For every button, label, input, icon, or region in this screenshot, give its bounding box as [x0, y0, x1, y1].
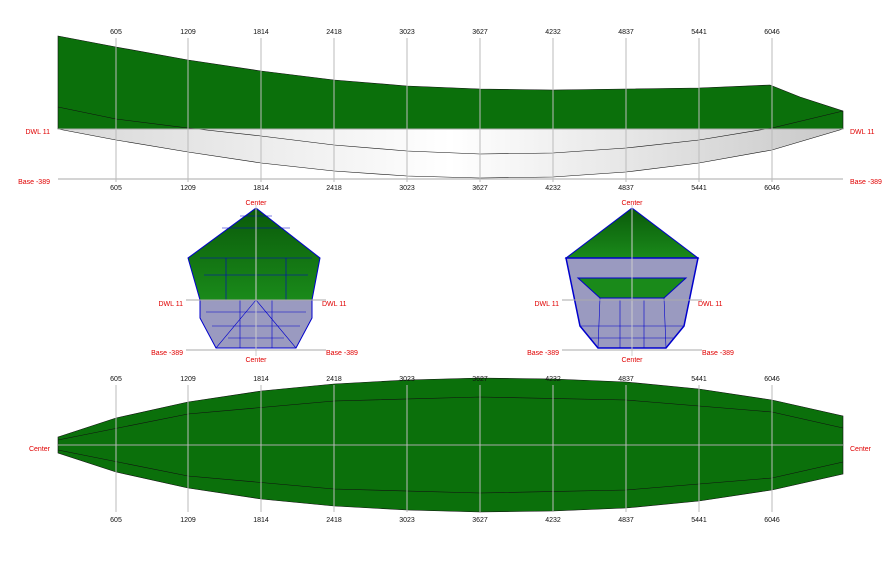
- base-label: Base -389: [326, 350, 358, 357]
- station-label: 1814: [253, 185, 269, 192]
- section-left: [186, 205, 326, 356]
- dwl-label: DWL 11: [850, 129, 875, 136]
- station-label: 2418: [326, 376, 342, 383]
- station-label: 3023: [399, 376, 415, 383]
- station-label: 3023: [399, 185, 415, 192]
- station-label: 605: [110, 29, 122, 36]
- center-label: Center: [850, 446, 872, 453]
- station-label: 4232: [545, 376, 561, 383]
- station-label: 4837: [618, 29, 634, 36]
- station-label: 2418: [326, 517, 342, 524]
- plan-view: [57, 377, 844, 513]
- chine-line: [57, 106, 844, 155]
- dwl-label: DWL 11: [534, 301, 559, 308]
- station-label: 5441: [691, 29, 707, 36]
- station-label: 2418: [326, 29, 342, 36]
- station-label: 6046: [764, 29, 780, 36]
- center-label: Center: [29, 446, 51, 453]
- station-label: 4837: [618, 185, 634, 192]
- dwl-label: DWL 11: [158, 301, 183, 308]
- station-label: 4837: [618, 376, 634, 383]
- station-label: 1209: [180, 376, 196, 383]
- station-label: 5441: [691, 185, 707, 192]
- station-label: 5441: [691, 517, 707, 524]
- profile-view: [57, 35, 844, 180]
- underwater-hull: [57, 128, 844, 179]
- base-label: Base -389: [702, 350, 734, 357]
- station-label: 3627: [472, 185, 488, 192]
- station-label: 605: [110, 517, 122, 524]
- base-label: Base -389: [18, 179, 50, 186]
- center-label: Center: [245, 200, 267, 207]
- station-label: 6046: [764, 185, 780, 192]
- station-label: 3627: [472, 517, 488, 524]
- station-label: 3627: [472, 29, 488, 36]
- station-label: 1209: [180, 185, 196, 192]
- dwl-label: DWL 11: [698, 301, 723, 308]
- sections: [186, 205, 702, 356]
- station-label: 605: [110, 376, 122, 383]
- station-label: 1814: [253, 517, 269, 524]
- station-label: 2418: [326, 185, 342, 192]
- station-label: 6046: [764, 376, 780, 383]
- station-label: 4837: [618, 517, 634, 524]
- station-label: 4232: [545, 185, 561, 192]
- station-label: 6046: [764, 517, 780, 524]
- station-label: 4232: [545, 517, 561, 524]
- base-label: Base -389: [850, 179, 882, 186]
- station-label: 3627: [472, 376, 488, 383]
- base-label: Base -389: [527, 350, 559, 357]
- station-label: 1209: [180, 29, 196, 36]
- station-label: 5441: [691, 376, 707, 383]
- station-label: 3023: [399, 517, 415, 524]
- base-label: Base -389: [151, 350, 183, 357]
- section-topsides: [187, 207, 321, 301]
- station-label: 1814: [253, 376, 269, 383]
- topsides: [57, 35, 844, 130]
- center-label: Center: [245, 357, 267, 364]
- station-label: 1814: [253, 29, 269, 36]
- center-label: Center: [621, 357, 643, 364]
- station-label: 3023: [399, 29, 415, 36]
- dwl-label: DWL 11: [25, 129, 50, 136]
- section-right: [562, 205, 702, 356]
- station-label: 605: [110, 185, 122, 192]
- center-label: Center: [621, 200, 643, 207]
- station-label: 4232: [545, 29, 561, 36]
- station-label: 1209: [180, 517, 196, 524]
- dwl-label: DWL 11: [322, 301, 347, 308]
